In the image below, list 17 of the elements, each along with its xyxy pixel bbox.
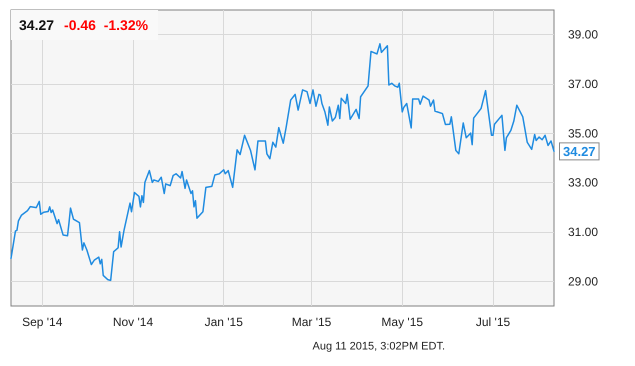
text: -0.46 -1.32%	[64, 17, 149, 33]
x-tick-label: Jan '15	[204, 315, 244, 329]
text: Aug 11 2015, 3:02PM EDT.	[312, 340, 446, 352]
y-tick-label: 29.00	[568, 274, 598, 288]
x-tick-label: Nov '14	[112, 315, 154, 329]
line-series	[10, 43, 555, 282]
y-tick-label: 39.00	[568, 28, 598, 42]
text: 34.27	[19, 17, 54, 33]
y-tick-label: 37.00	[568, 77, 598, 91]
x-tick-label: Mar '15	[292, 315, 332, 329]
y-tick-label: 33.00	[568, 176, 598, 190]
x-tick-label: Sep '14	[22, 315, 63, 329]
x-tick-label: May '15	[381, 315, 424, 329]
y-tick-label: 31.00	[568, 225, 598, 239]
x-tick-label: Jul '15	[476, 315, 510, 329]
annotation: 34.27	[563, 144, 596, 159]
y-tick-label: 35.00	[568, 126, 598, 140]
